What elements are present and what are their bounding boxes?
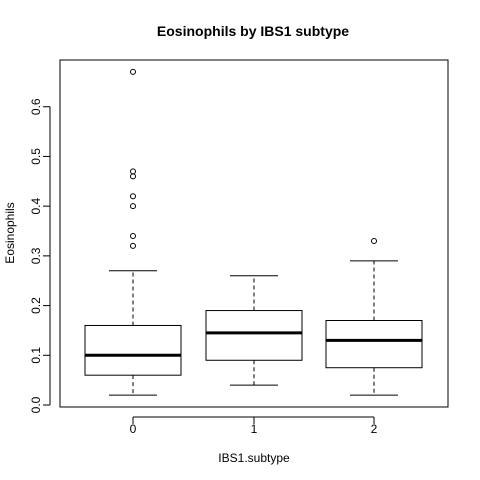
y-axis: 0.0 0.1 0.2 0.3 0.4 0.5 0.6 (29, 98, 51, 413)
x-tick-label: 2 (371, 422, 378, 436)
box-group-1 (205, 275, 303, 386)
box-group-2 (325, 237, 423, 396)
outlier-point (130, 242, 136, 249)
outlier-point (371, 237, 377, 244)
box-iqr (205, 310, 303, 361)
y-tick-label: 0.3 (29, 247, 43, 264)
y-tick-label: 0.0 (29, 396, 43, 413)
x-tick-label: 1 (251, 422, 258, 436)
y-tick-label: 0.5 (29, 148, 43, 165)
box-group-0 (84, 68, 182, 396)
y-axis-label: Eosinophils (3, 202, 17, 263)
box-iqr (325, 319, 423, 369)
outlier-point (130, 168, 136, 175)
outlier-point (130, 232, 136, 239)
outlier-point (130, 68, 136, 75)
plot-frame (59, 59, 449, 408)
x-tick-label: 0 (130, 422, 137, 436)
box-iqr (84, 324, 182, 376)
outlier-point (130, 193, 136, 200)
y-tick-label: 0.4 (29, 197, 43, 214)
y-tick-label: 0.6 (29, 98, 43, 115)
y-tick-label: 0.1 (29, 347, 43, 364)
x-axis: 0 1 2 (130, 416, 378, 436)
x-axis-label: IBS1.subtype (218, 451, 290, 465)
chart-title: Eosinophils by IBS1 subtype (157, 23, 349, 39)
y-tick-label: 0.2 (29, 297, 43, 314)
outlier-point (130, 203, 136, 210)
boxes-layer (84, 68, 423, 396)
